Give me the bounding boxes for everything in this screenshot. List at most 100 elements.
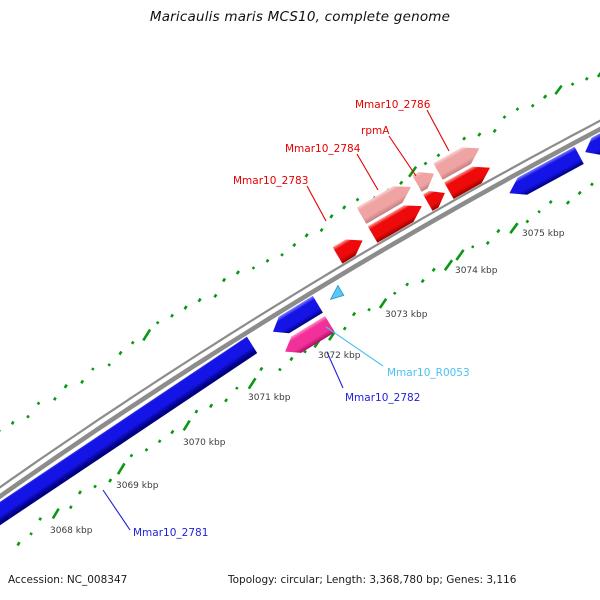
green-tick-dash <box>303 349 307 354</box>
gene-arrow-Mmar10_2782[interactable] <box>273 295 323 334</box>
gene-label-Mmar10_2784[interactable]: Mmar10_2784 <box>285 143 361 155</box>
label-leader-line <box>388 135 417 177</box>
green-tick-dash <box>222 277 227 283</box>
green-tick-dash <box>247 377 257 390</box>
green-tick-dash <box>80 379 85 384</box>
ruler-label: 3068 kbp <box>50 526 93 536</box>
green-tick-dash <box>278 367 282 372</box>
gene-arrow-rpmA-echo[interactable] <box>412 171 434 192</box>
green-tick-dash <box>328 331 336 341</box>
green-tick-dash <box>16 541 21 547</box>
green-tick-dash <box>280 253 284 257</box>
green-tick-dash <box>265 258 270 263</box>
ruler-label: 3074 kbp <box>455 266 498 276</box>
green-tick-dash <box>182 419 191 431</box>
green-tick-dash <box>420 278 425 284</box>
green-tick-dash <box>108 478 113 483</box>
green-tick-dash <box>342 205 347 210</box>
green-tick-dash <box>596 71 600 78</box>
green-tick-dash <box>10 420 15 425</box>
ruler-label: 3069 kbp <box>116 481 159 491</box>
green-tick-dash <box>91 367 95 371</box>
green-tick-dash <box>107 363 111 367</box>
gene-label-Mmar10_2786[interactable]: Mmar10_2786 <box>355 99 431 111</box>
green-tick-dash <box>443 259 454 272</box>
green-tick-dash <box>235 386 239 390</box>
green-tick-dash <box>515 107 520 111</box>
green-tick-dash <box>577 190 582 196</box>
green-tick-dash <box>492 128 497 134</box>
green-tick-dash <box>224 398 229 403</box>
green-tick-dash <box>183 305 188 310</box>
gene-arrow-unlabeled-CDS-right-1[interactable] <box>509 146 584 195</box>
gene-arrow-Mmar10_2782-echo[interactable] <box>285 316 335 353</box>
gene-arrow-Mmar10_2784-echo[interactable] <box>356 186 411 224</box>
green-tick-dash <box>530 103 535 108</box>
ruler-label: 3073 kbp <box>385 310 428 320</box>
green-tick-dash <box>351 311 357 317</box>
rna-feature-Mmar10_R0053[interactable] <box>329 284 345 300</box>
green-tick-dash <box>590 182 594 187</box>
ruler-label: 3072 kbp <box>318 351 361 361</box>
green-tick-dash <box>292 242 297 248</box>
green-tick-dash <box>155 320 160 325</box>
minor-tick-dashes <box>0 71 600 547</box>
gene-arrow-Mmar10_2784[interactable] <box>367 205 422 243</box>
green-tick-dash <box>329 214 334 219</box>
ruler-label: 3070 kbp <box>183 438 226 448</box>
green-tick-dash <box>399 180 404 185</box>
gene-label-Mmar10_2781[interactable]: Mmar10_2781 <box>133 527 208 539</box>
green-tick-dash <box>63 384 68 389</box>
green-tick-dash <box>52 396 57 401</box>
green-tick-dash <box>355 197 360 202</box>
ruler-label: 3075 kbp <box>522 229 565 239</box>
green-tick-dash <box>570 82 575 86</box>
green-tick-dash <box>423 161 428 166</box>
gene-arrow-Mmar10_2786-echo[interactable] <box>433 147 480 180</box>
green-tick-dash <box>142 328 152 342</box>
green-tick-dash <box>38 517 43 521</box>
green-tick-dash <box>118 350 123 356</box>
green-tick-dash <box>525 219 530 224</box>
green-tick-dash <box>235 270 240 275</box>
gene-arrow-Mmar10_2781[interactable] <box>0 336 258 536</box>
label-leader-line <box>102 489 131 531</box>
green-tick-dash <box>554 84 563 95</box>
green-tick-dash <box>213 293 218 298</box>
green-tick-dash <box>26 414 30 419</box>
gene-label-rpmA[interactable]: rpmA <box>361 125 390 137</box>
green-tick-dash <box>93 484 97 489</box>
gene-label-Mmar10_R0053[interactable]: Mmar10_R0053 <box>387 367 470 379</box>
green-tick-dash <box>436 153 441 158</box>
green-tick-dash <box>197 297 202 303</box>
green-tick-dash <box>542 94 548 99</box>
green-tick-dash <box>502 115 507 119</box>
gene-arrow-rpmA[interactable] <box>423 191 445 211</box>
gene-arrow-unlabeled-CDS-right-2[interactable] <box>585 122 600 155</box>
green-tick-dash <box>537 210 541 214</box>
accession-text: Accession: NC_008347 <box>8 574 128 586</box>
gene-label-Mmar10_2783[interactable]: Mmar10_2783 <box>233 175 308 187</box>
green-tick-dash <box>116 462 126 475</box>
green-tick-dash <box>77 490 83 495</box>
gene-arrow-Mmar10_2783[interactable] <box>332 239 363 264</box>
green-tick-dash <box>342 326 347 331</box>
figure-title: Maricaulis maris MCS10, complete genome <box>149 9 451 25</box>
green-tick-dash <box>157 439 162 444</box>
green-tick-dash <box>455 249 465 261</box>
green-tick-dash <box>378 297 388 309</box>
green-tick-dash <box>259 366 264 372</box>
green-tick-dash <box>462 136 467 141</box>
green-tick-dash <box>367 307 371 312</box>
genome-backbone-line <box>0 126 600 500</box>
gene-arrow-Mmar10_2786[interactable] <box>444 166 490 199</box>
gene-label-Mmar10_2782[interactable]: Mmar10_2782 <box>345 392 420 404</box>
label-leader-line <box>356 153 379 191</box>
green-tick-dash <box>170 313 175 318</box>
green-tick-dash <box>485 240 490 245</box>
green-tick-dash <box>565 200 571 205</box>
green-tick-dash <box>251 266 256 270</box>
label-leader-line <box>306 185 327 222</box>
green-tick-dash <box>477 132 482 137</box>
green-tick-dash <box>129 453 134 458</box>
